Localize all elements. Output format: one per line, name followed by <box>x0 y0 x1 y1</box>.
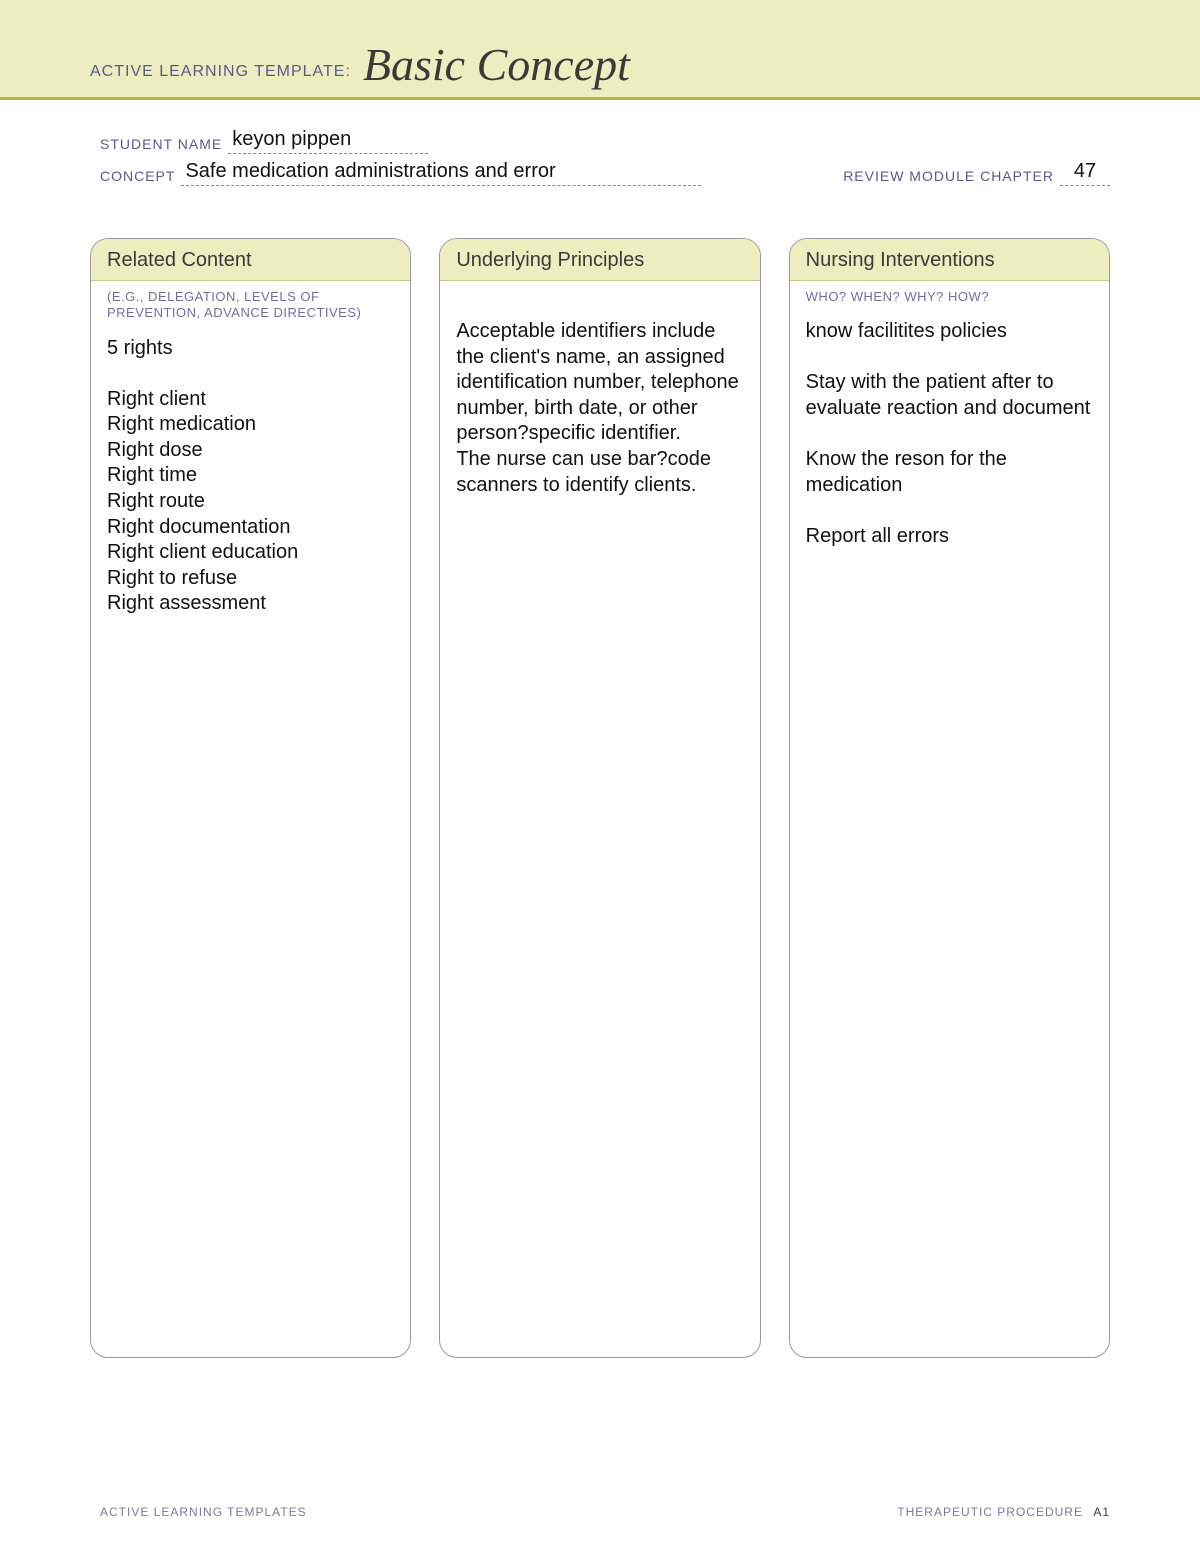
student-row: STUDENT NAME keyon pippen <box>100 128 1110 154</box>
chapter-value: 47 <box>1060 160 1110 186</box>
card-body: know facilitites policies Stay with the … <box>790 305 1109 565</box>
chapter-label: REVIEW MODULE CHAPTER <box>843 168 1054 186</box>
card-subtitle: (E.G., DELEGATION, LEVELS OF PREVENTION,… <box>91 281 410 322</box>
card-nursing-interventions: Nursing Interventions WHO? WHEN? WHY? HO… <box>789 238 1110 1358</box>
concept-row: CONCEPT Safe medication administrations … <box>100 160 1110 186</box>
footer: ACTIVE LEARNING TEMPLATES THERAPEUTIC PR… <box>0 1505 1200 1519</box>
banner: ACTIVE LEARNING TEMPLATE: Basic Concept <box>0 0 1200 100</box>
card-related-content: Related Content (E.G., DELEGATION, LEVEL… <box>90 238 411 1358</box>
footer-left: ACTIVE LEARNING TEMPLATES <box>100 1505 307 1519</box>
card-underlying-principles: Underlying Principles Acceptable identif… <box>439 238 760 1358</box>
page: ACTIVE LEARNING TEMPLATE: Basic Concept … <box>0 0 1200 1553</box>
banner-title: Basic Concept <box>363 38 630 91</box>
card-title: Related Content <box>91 239 410 281</box>
footer-right-label: THERAPEUTIC PROCEDURE <box>897 1505 1083 1519</box>
concept-value: Safe medication administrations and erro… <box>181 160 701 186</box>
footer-right: THERAPEUTIC PROCEDURE A1 <box>897 1505 1110 1519</box>
card-title: Nursing Interventions <box>790 239 1109 281</box>
card-body: Acceptable identifiers include the clien… <box>440 285 759 514</box>
footer-page: A1 <box>1093 1505 1110 1519</box>
banner-prefix: ACTIVE LEARNING TEMPLATE: <box>90 63 351 81</box>
student-name-label: STUDENT NAME <box>100 136 222 154</box>
meta-block: STUDENT NAME keyon pippen CONCEPT Safe m… <box>0 100 1200 186</box>
student-name-value: keyon pippen <box>228 128 428 154</box>
card-subtitle: WHO? WHEN? WHY? HOW? <box>790 281 1109 305</box>
card-title: Underlying Principles <box>440 239 759 281</box>
concept-label: CONCEPT <box>100 168 175 186</box>
columns: Related Content (E.G., DELEGATION, LEVEL… <box>0 192 1200 1358</box>
card-body: 5 rights Right client Right medication R… <box>91 322 410 634</box>
chapter-group: REVIEW MODULE CHAPTER 47 <box>843 160 1110 186</box>
